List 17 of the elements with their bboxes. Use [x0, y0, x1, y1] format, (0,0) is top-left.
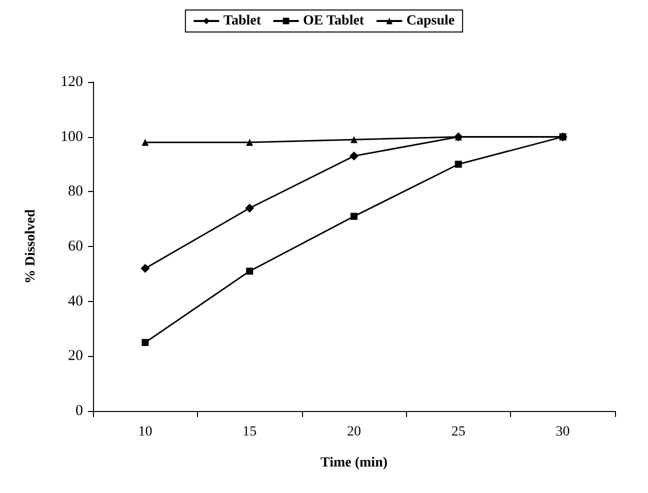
y-tick-label: 120 [60, 74, 83, 90]
y-tick-label: 0 [76, 403, 83, 419]
y-tick-label: 40 [68, 293, 83, 310]
legend-label: Capsule [406, 14, 455, 28]
y-tick-label: 100 [60, 128, 83, 145]
x-tick-label: 10 [138, 424, 152, 440]
x-tick-label: 15 [242, 424, 257, 440]
x-tick-label: 25 [451, 424, 466, 440]
x-axis-title: Time (min) [320, 456, 388, 470]
y-tick-label: 20 [68, 348, 83, 364]
y-tick-label: 60 [68, 238, 83, 254]
legend-label: OE Tablet [303, 14, 364, 28]
legend-label: Tablet [223, 14, 262, 28]
y-tick-label: 80 [68, 184, 83, 200]
y-axis-title: % Dissolved [24, 209, 38, 284]
x-tick-label: 30 [556, 424, 570, 440]
x-tick-label: 20 [347, 424, 361, 440]
